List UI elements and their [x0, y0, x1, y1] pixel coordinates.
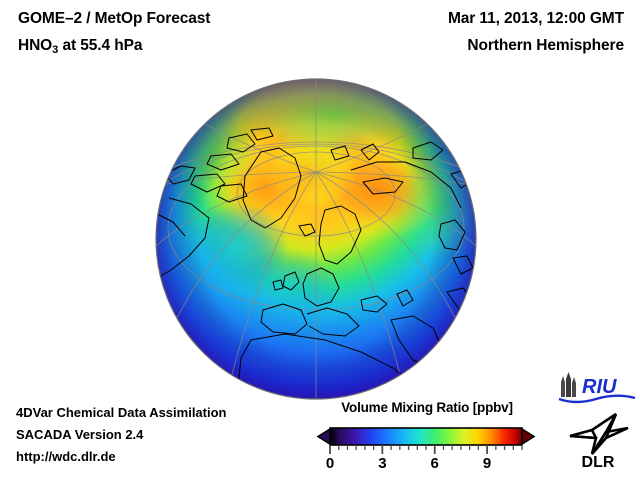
header-left: GOME–2 / MetOp Forecast HNO3 at 55.4 hPa: [18, 10, 210, 56]
dlr-logo: DLR: [562, 410, 636, 472]
globe-outline: [155, 78, 477, 400]
dlr-wordmark: DLR: [582, 454, 615, 471]
header-right: Mar 11, 2013, 12:00 GMT Northern Hemisph…: [448, 10, 624, 55]
riu-wave-icon: [558, 394, 636, 404]
colorbar-tick-label: 0: [326, 455, 334, 470]
globe-map: [155, 78, 477, 400]
colorbar: Volume Mixing Ratio [ppbv] 0 3 6 9: [312, 400, 540, 472]
species-subscript: 3: [52, 44, 59, 57]
riu-wordmark: RIU: [582, 376, 617, 398]
dlr-logo-svg: DLR: [569, 412, 629, 471]
colorbar-gradient: [329, 427, 523, 446]
footer-line-method: 4DVar Chemical Data Assimilation: [16, 405, 227, 420]
colorbar-cap-low: [316, 427, 331, 446]
graticule-parallels: [156, 141, 476, 399]
timestamp-label: Mar 11, 2013, 12:00 GMT: [447, 10, 624, 27]
colorbar-tick-labels: 0 3 6 9: [326, 455, 491, 470]
coastlines: [156, 127, 474, 399]
dlr-emblem-icon: [569, 412, 629, 455]
colorbar-ticks: [329, 445, 523, 454]
colorbar-svg: 0 3 6 9: [316, 427, 536, 470]
colorbar-title: Volume Mixing Ratio [ppbv]: [341, 400, 513, 415]
species-level-label: HNO3 at 55.4 hPa: [18, 37, 210, 56]
colorbar-tick-label: 9: [483, 455, 491, 470]
colorbar-cap-high: [521, 427, 536, 446]
pressure-level: at 55.4 hPa: [58, 37, 143, 54]
figure-title: GOME–2 / MetOp Forecast: [18, 10, 211, 27]
colorbar-tick-label: 3: [378, 455, 386, 470]
footer-line-version: SACADA Version 2.4: [16, 427, 144, 442]
colorbar-tick-label: 6: [431, 455, 439, 470]
region-label: Northern Hemisphere: [467, 37, 624, 54]
globe-data-field: [156, 79, 476, 399]
species-name: HNO: [18, 37, 53, 54]
riu-logo: RIU: [558, 371, 636, 405]
footer-credits: 4DVar Chemical Data Assimilation SACADA …: [16, 402, 227, 468]
footer-line-url: http://wdc.dlr.de: [16, 449, 116, 464]
riu-towers-icon: [561, 372, 576, 397]
riu-logo-svg: RIU: [558, 372, 636, 404]
globe-svg: [155, 78, 477, 400]
